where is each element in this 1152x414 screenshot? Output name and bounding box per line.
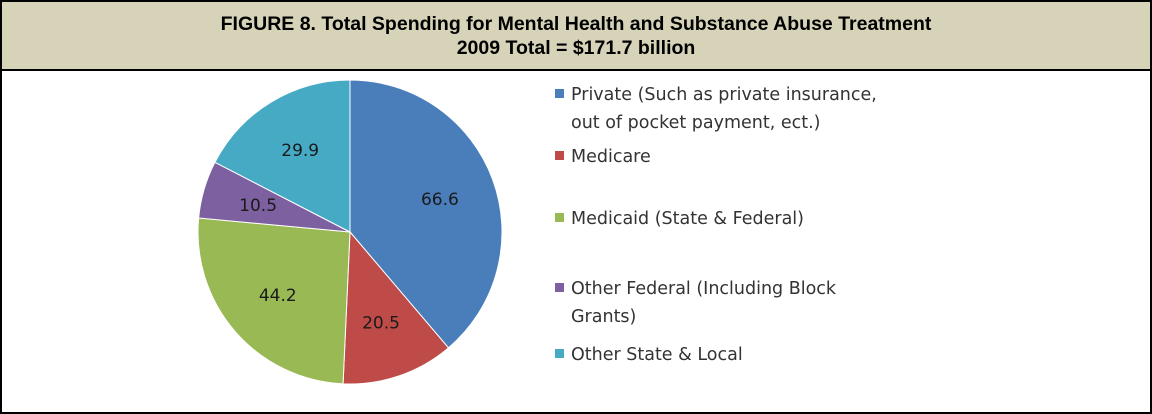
pie-slice [342,230,450,385]
legend-swatch [555,349,564,358]
slice-value-label: 20.5 [362,314,400,334]
slice-value-label: 44.2 [259,286,297,306]
figure-title: FIGURE 8. Total Spending for Mental Heal… [220,12,932,35]
legend-label: Private (Such as private insurance, [571,85,877,105]
figure-header: FIGURE 8. Total Spending for Mental Heal… [2,2,1150,71]
pie-slice [197,217,351,385]
legend-label: Other Federal (Including Block [571,279,837,299]
legend-swatch [555,283,564,292]
pie-chart-area: 66.6 20.5 44.2 10.5 29.9 Private (Such as pri… [2,71,1150,412]
pie-slice [214,79,351,233]
legend-label: out of pocket payment, ect.) [571,113,821,133]
slice-value-label: 10.5 [239,196,277,216]
pie-slice [349,79,503,349]
pie-chart: 66.6 20.5 44.2 10.5 29.9 Private (Such as pri… [197,79,877,385]
legend-swatch [555,213,564,222]
legend-label: Other State & Local [571,345,743,365]
slice-value-label: 29.9 [281,141,319,161]
figure-subtitle: 2009 Total = $171.7 billion [456,36,696,59]
legend-swatch [555,151,564,160]
legend-swatch [555,89,564,98]
legend-label: Medicare [571,147,651,167]
legend-label: Grants) [571,307,636,327]
legend-label: Medicaid (State & Federal) [571,209,804,229]
slice-value-label: 66.6 [421,190,459,210]
